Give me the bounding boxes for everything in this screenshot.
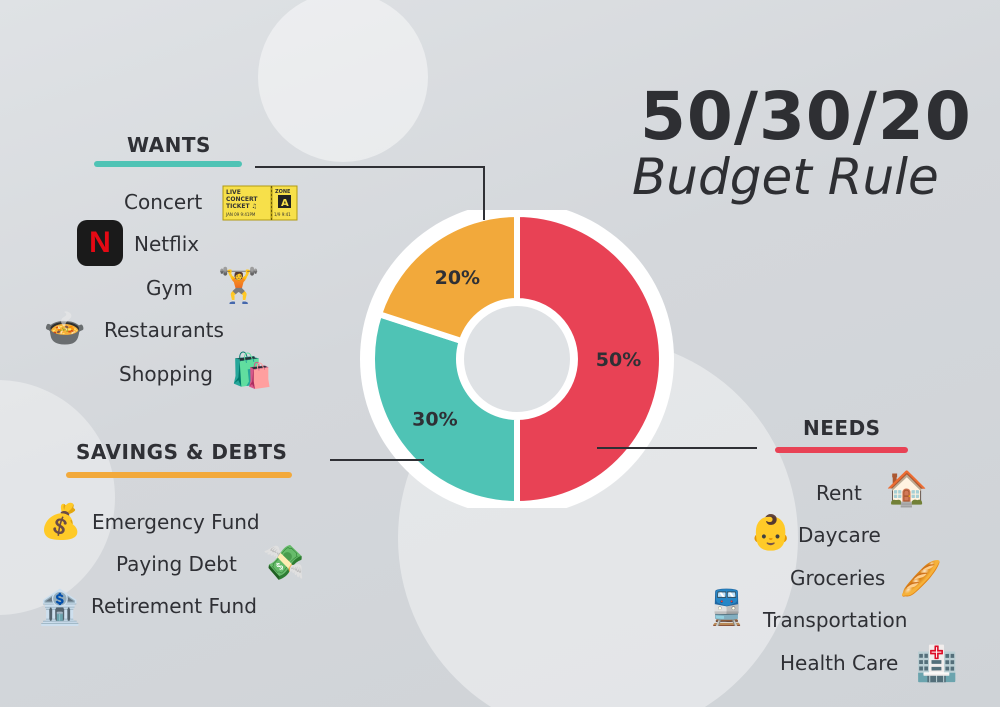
bg-bubble-top [258, 0, 428, 162]
donut-label-savings: 20% [435, 267, 480, 289]
wants-item-restaurants: Restaurants [104, 318, 224, 342]
savings-item-paying-debt: Paying Debt [116, 552, 237, 576]
wants-item-shopping: Shopping [119, 362, 213, 386]
needs-item-transportation: Transportation [763, 608, 908, 632]
donut-hole [458, 300, 576, 418]
needs-item-groceries: Groceries [790, 566, 886, 590]
needs-item-rent: Rent [816, 481, 862, 505]
page-subtitle: Budget Rule [632, 148, 939, 206]
wants-underline [94, 161, 242, 167]
savings-item-emergency-fund: Emergency Fund [92, 510, 260, 534]
needs-heading: NEEDS [803, 416, 881, 440]
hospital-icon: 🏥 [915, 644, 959, 684]
bank-icon: 🏦 [38, 588, 82, 628]
ticket-zone: ZONE [275, 189, 291, 195]
page-title: 50/30/20 [640, 78, 972, 155]
wants-item-gym: Gym [146, 276, 193, 300]
savings-underline [66, 472, 292, 478]
baby-icon: 👶 [749, 513, 793, 553]
donut-label-needs: 50% [596, 349, 641, 371]
money-bag-icon: 💰 [39, 502, 83, 542]
needs-underline [775, 447, 908, 453]
savings-item-retirement-fund: Retirement Fund [91, 594, 257, 618]
ticket-live: LIVE [226, 189, 241, 196]
flying-money-icon: 💸 [262, 543, 306, 583]
wants-connector-v [483, 166, 485, 220]
ticket-seat: 1/9 9:41 [274, 212, 291, 217]
ticket-zone-letter: A [281, 198, 289, 209]
ticket-ticket: TICKET ♫ [226, 203, 257, 210]
savings-connector [330, 459, 424, 461]
netflix-icon: N [77, 220, 123, 266]
needs-connector [597, 447, 757, 449]
savings-heading: SAVINGS & DEBTS [76, 440, 288, 464]
train-icon: 🚆 [705, 588, 749, 628]
needs-item-daycare: Daycare [798, 523, 881, 547]
weightlifter-icon: 🏋️ [217, 266, 261, 306]
needs-item-health-care: Health Care [780, 651, 899, 675]
bread-icon: 🥖 [899, 559, 943, 599]
food-bowl-icon: 🍲 [43, 309, 87, 349]
wants-item-netflix: Netflix [134, 232, 200, 256]
wants-item-concert: Concert [124, 190, 203, 214]
concert-ticket-icon: LIVE CONCERT TICKET ♫ JAN 09 9:41PM ZONE… [222, 183, 298, 223]
house-icon: 🏠 [885, 469, 929, 509]
donut-label-wants: 30% [412, 409, 457, 431]
budget-donut-chart: 50% 30% 20% [360, 210, 674, 508]
ticket-date: JAN 09 9:41PM [225, 212, 256, 217]
wants-heading: WANTS [127, 133, 211, 157]
shopping-bags-icon: 🛍️ [230, 351, 274, 391]
wants-connector-h [255, 166, 485, 168]
ticket-concert: CONCERT [226, 196, 258, 203]
netflix-letter: N [89, 226, 111, 259]
